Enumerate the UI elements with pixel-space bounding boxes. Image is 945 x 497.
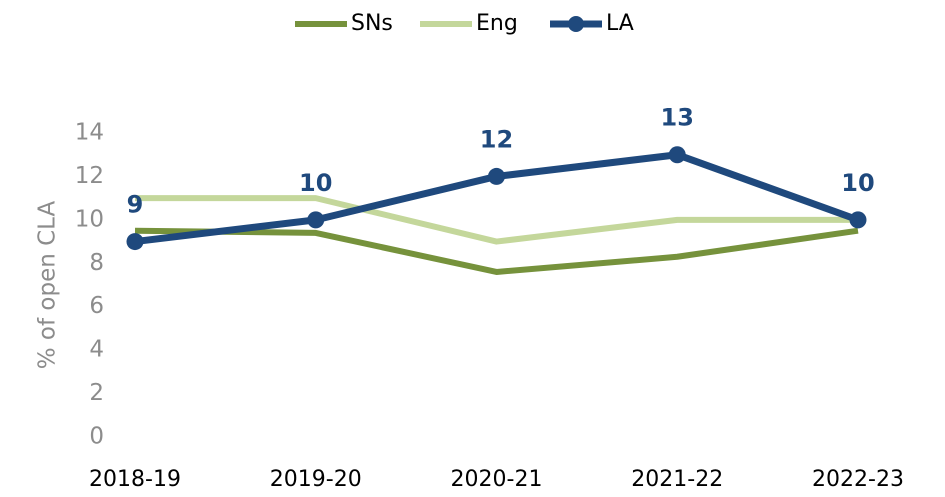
legend-item: SNs <box>295 11 393 36</box>
x-tick-label: 2018-19 <box>89 467 181 492</box>
legend-label: LA <box>606 11 634 36</box>
series-line <box>135 195 858 245</box>
y-tick-label: 4 <box>89 337 104 363</box>
x-tick-label: 2022-23 <box>812 467 904 492</box>
data-point <box>849 211 867 229</box>
y-axis-label: % of open CLA <box>35 200 61 369</box>
data-point <box>668 146 686 164</box>
y-tick-label: 12 <box>75 163 104 189</box>
legend-label: SNs <box>351 11 393 36</box>
y-tick-label: 8 <box>89 250 104 276</box>
data-label: 12 <box>480 125 513 153</box>
data-label: 10 <box>299 169 332 197</box>
y-tick-label: 6 <box>89 293 104 319</box>
legend-marker <box>568 16 584 32</box>
data-label: 13 <box>661 104 694 132</box>
x-tick-label: 2020-21 <box>451 467 543 492</box>
data-label: 9 <box>127 191 144 219</box>
y-tick-label: 0 <box>89 424 104 450</box>
x-tick-label: 2021-22 <box>631 467 723 492</box>
x-tick-label: 2019-20 <box>270 467 362 492</box>
legend-label: Eng <box>476 11 518 36</box>
data-point <box>307 211 325 229</box>
y-tick-label: 14 <box>75 120 104 146</box>
data-label: 10 <box>841 169 874 197</box>
data-point <box>488 167 505 185</box>
legend-item: Eng <box>420 11 518 36</box>
y-tick-label: 2 <box>89 380 104 406</box>
data-point <box>126 233 144 251</box>
legend-item: LA <box>550 11 634 36</box>
series-line <box>134 227 859 275</box>
y-tick-label: 10 <box>75 206 104 232</box>
